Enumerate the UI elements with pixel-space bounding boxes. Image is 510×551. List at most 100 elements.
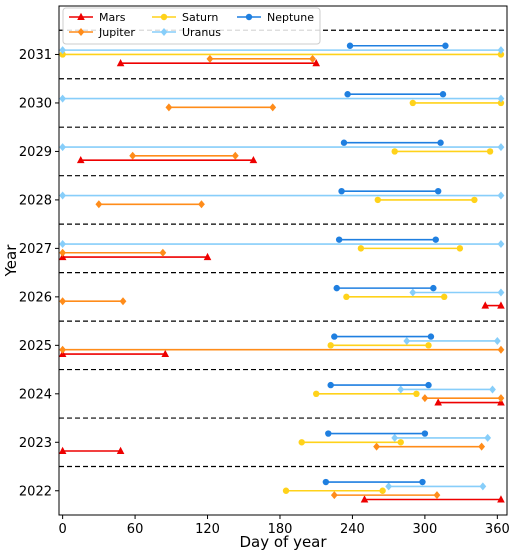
- legend-marker: [160, 13, 168, 21]
- interval-start-marker: [298, 439, 305, 446]
- interval-end-marker: [159, 248, 167, 257]
- y-tick-label: 2023: [19, 436, 52, 451]
- interval-start-marker: [357, 245, 365, 252]
- interval-end-marker: [479, 482, 487, 491]
- interval-start-marker: [322, 478, 330, 486]
- interval-end-marker: [119, 297, 127, 306]
- x-tick-label: 300: [412, 522, 437, 537]
- legend-item-jupiter: Jupiter: [69, 26, 135, 39]
- legend-marker: [77, 28, 85, 36]
- interval-end-marker: [497, 495, 505, 503]
- interval-end-marker: [497, 99, 505, 107]
- series-jupiter: [59, 54, 505, 500]
- legend-item-saturn: Saturn: [152, 11, 218, 24]
- interval-start-marker: [360, 495, 369, 503]
- x-tick-label: 240: [340, 522, 365, 537]
- interval-end-marker: [471, 196, 478, 204]
- interval-start-marker: [385, 482, 393, 491]
- interval-end-marker: [249, 155, 258, 164]
- interval-start-marker: [409, 99, 417, 107]
- interval-start-marker: [59, 94, 67, 103]
- series-layer: [58, 42, 505, 503]
- x-tick-label: 360: [485, 522, 510, 537]
- interval-start-marker: [346, 42, 354, 49]
- interval-start-marker: [344, 91, 351, 98]
- y-tick-label: 2029: [19, 145, 52, 160]
- y-tick-label: 2024: [19, 387, 52, 402]
- interval-start-marker: [409, 288, 417, 297]
- interval-end-marker: [434, 187, 442, 195]
- interval-start-marker: [59, 297, 67, 306]
- interval-start-marker: [373, 442, 380, 451]
- y-tick-label: 2026: [19, 290, 52, 305]
- interval-start-marker: [282, 487, 290, 494]
- y-tick-label: 2027: [19, 242, 52, 257]
- interval-end-marker: [433, 491, 441, 500]
- interval-end-marker: [497, 191, 505, 200]
- interval-end-marker: [437, 139, 444, 146]
- legend-label: Uranus: [182, 26, 221, 39]
- interval-end-marker: [269, 103, 277, 112]
- y-axis-ticks: 2022 2023 2024 2025 2026 2027 2028 2029 2030 2031: [19, 48, 59, 499]
- interval-start-marker: [403, 336, 411, 345]
- y-tick-label: 2030: [19, 96, 52, 111]
- interval-end-marker: [478, 442, 486, 451]
- interval-start-marker: [327, 381, 334, 389]
- interval-end-marker: [497, 288, 505, 297]
- legend-item-mars: Mars: [69, 11, 126, 24]
- interval-end-marker: [486, 148, 494, 155]
- interval-end-marker: [497, 345, 505, 354]
- interval-end-marker: [427, 333, 435, 340]
- series-mars: [58, 59, 505, 503]
- interval-end-marker: [442, 42, 449, 49]
- interval-end-marker: [309, 54, 316, 63]
- y-tick-label: 2028: [19, 193, 52, 208]
- interval-start-marker: [391, 148, 398, 155]
- interval-end-marker: [497, 46, 505, 55]
- interval-start-marker: [58, 446, 67, 455]
- interval-start-marker: [391, 433, 399, 442]
- interval-end-marker: [231, 151, 239, 160]
- interval-end-marker: [439, 91, 447, 98]
- interval-end-marker: [441, 293, 448, 301]
- y-tick-label: 2025: [19, 339, 52, 354]
- interval-start-marker: [76, 155, 85, 164]
- legend-label: Jupiter: [98, 26, 135, 39]
- interval-start-marker: [338, 187, 345, 195]
- interval-end-marker: [116, 446, 125, 455]
- interval-end-marker: [421, 430, 429, 437]
- interval-end-marker: [497, 240, 505, 249]
- interval-end-marker: [489, 385, 496, 394]
- interval-end-marker: [497, 394, 505, 403]
- interval-start-marker: [59, 143, 67, 152]
- interval-end-marker: [397, 439, 404, 446]
- interval-end-marker: [413, 390, 420, 398]
- interval-start-marker: [95, 200, 103, 209]
- series-uranus: [59, 46, 505, 491]
- interval-start-marker: [340, 139, 348, 146]
- legend-marker: [77, 12, 85, 20]
- interval-end-marker: [432, 236, 439, 243]
- interval-end-marker: [497, 143, 505, 152]
- x-tick-label: 60: [127, 522, 144, 537]
- interval-start-marker: [116, 59, 125, 67]
- series-neptune: [322, 42, 449, 486]
- interval-end-marker: [425, 342, 432, 349]
- legend-marker: [160, 28, 168, 36]
- interval-start-marker: [206, 54, 214, 63]
- interval-end-marker: [493, 336, 501, 345]
- legend-label: Neptune: [267, 11, 314, 24]
- interval-end-marker: [425, 381, 432, 389]
- interval-start-marker: [331, 333, 338, 340]
- interval-start-marker: [397, 385, 405, 394]
- interval-start-marker: [434, 398, 442, 406]
- interval-start-marker: [129, 151, 137, 160]
- plot-frame: [58, 5, 508, 516]
- interval-start-marker: [421, 394, 429, 403]
- legend-label: Mars: [99, 11, 126, 24]
- interval-start-marker: [165, 103, 173, 112]
- x-axis-label: Day of year: [239, 533, 327, 551]
- y-tick-label: 2022: [19, 484, 52, 499]
- interval-start-marker: [59, 240, 67, 249]
- x-tick-label: 180: [268, 522, 293, 537]
